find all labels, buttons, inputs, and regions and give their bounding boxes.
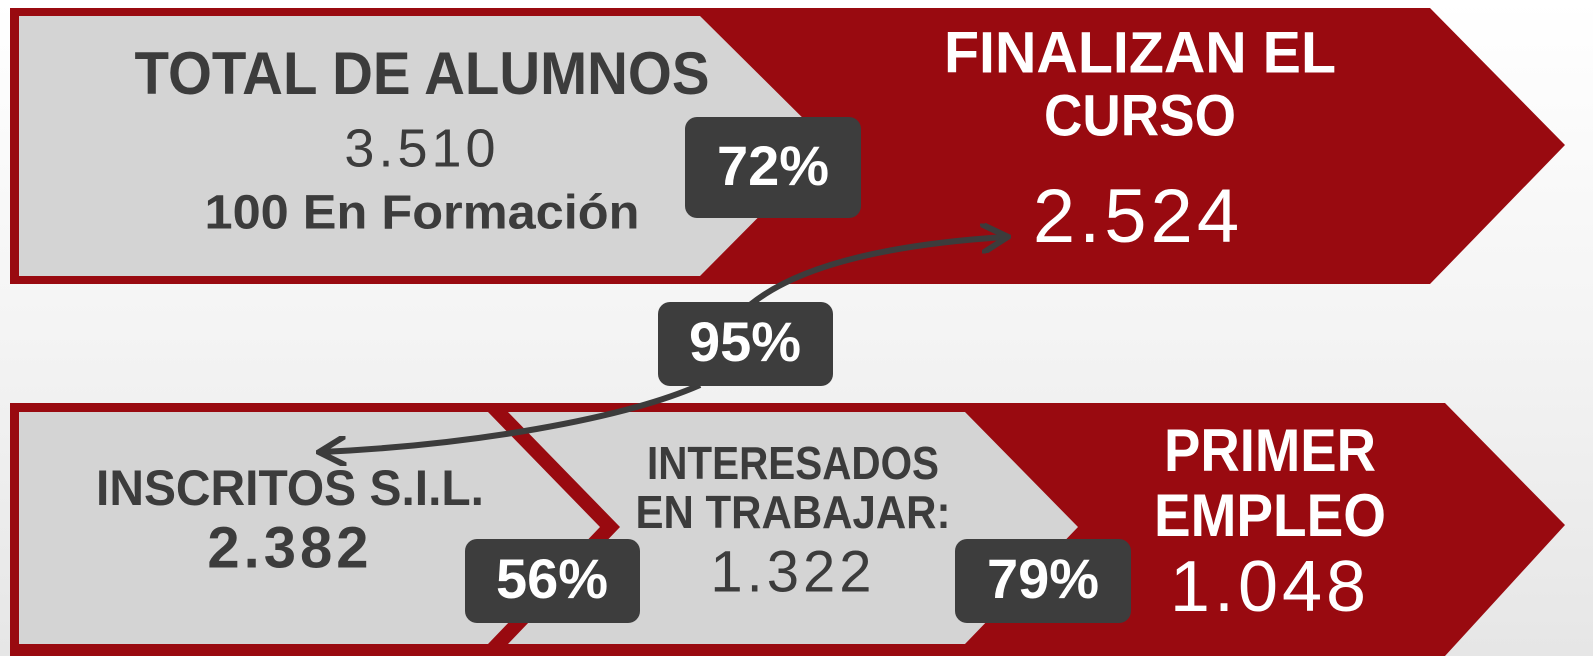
registered-value: 2.382 [207, 515, 372, 580]
job-title: EMPLEO [1154, 482, 1386, 549]
rate-label: 95% [689, 310, 801, 373]
interested-title: EN TRABAJAR: [636, 486, 951, 538]
rate-label: 56% [496, 547, 608, 610]
interested-title: INTERESADOS [647, 437, 939, 489]
rate-label: 79% [987, 547, 1099, 610]
finish-value: 2.524 [1033, 174, 1243, 259]
connector-arrow [322, 237, 1005, 452]
badge [955, 539, 1131, 623]
total-title: TOTAL DE ALUMNOS [135, 40, 710, 107]
finish-title: CURSO [1044, 83, 1236, 148]
total-value: 3.510 [344, 118, 499, 178]
rate-label: 72% [717, 134, 829, 197]
interested-value: 1.322 [710, 539, 875, 604]
registered-title: INSCRITOS S.I.L. [96, 460, 484, 516]
job-value: 1.048 [1170, 547, 1370, 627]
badge [685, 117, 861, 218]
finish-title: FINALIZAN EL [944, 20, 1336, 85]
job-title: PRIMER [1164, 417, 1376, 484]
badge [658, 302, 833, 386]
total-note: 100 En Formación [205, 187, 640, 240]
badge [465, 539, 640, 623]
